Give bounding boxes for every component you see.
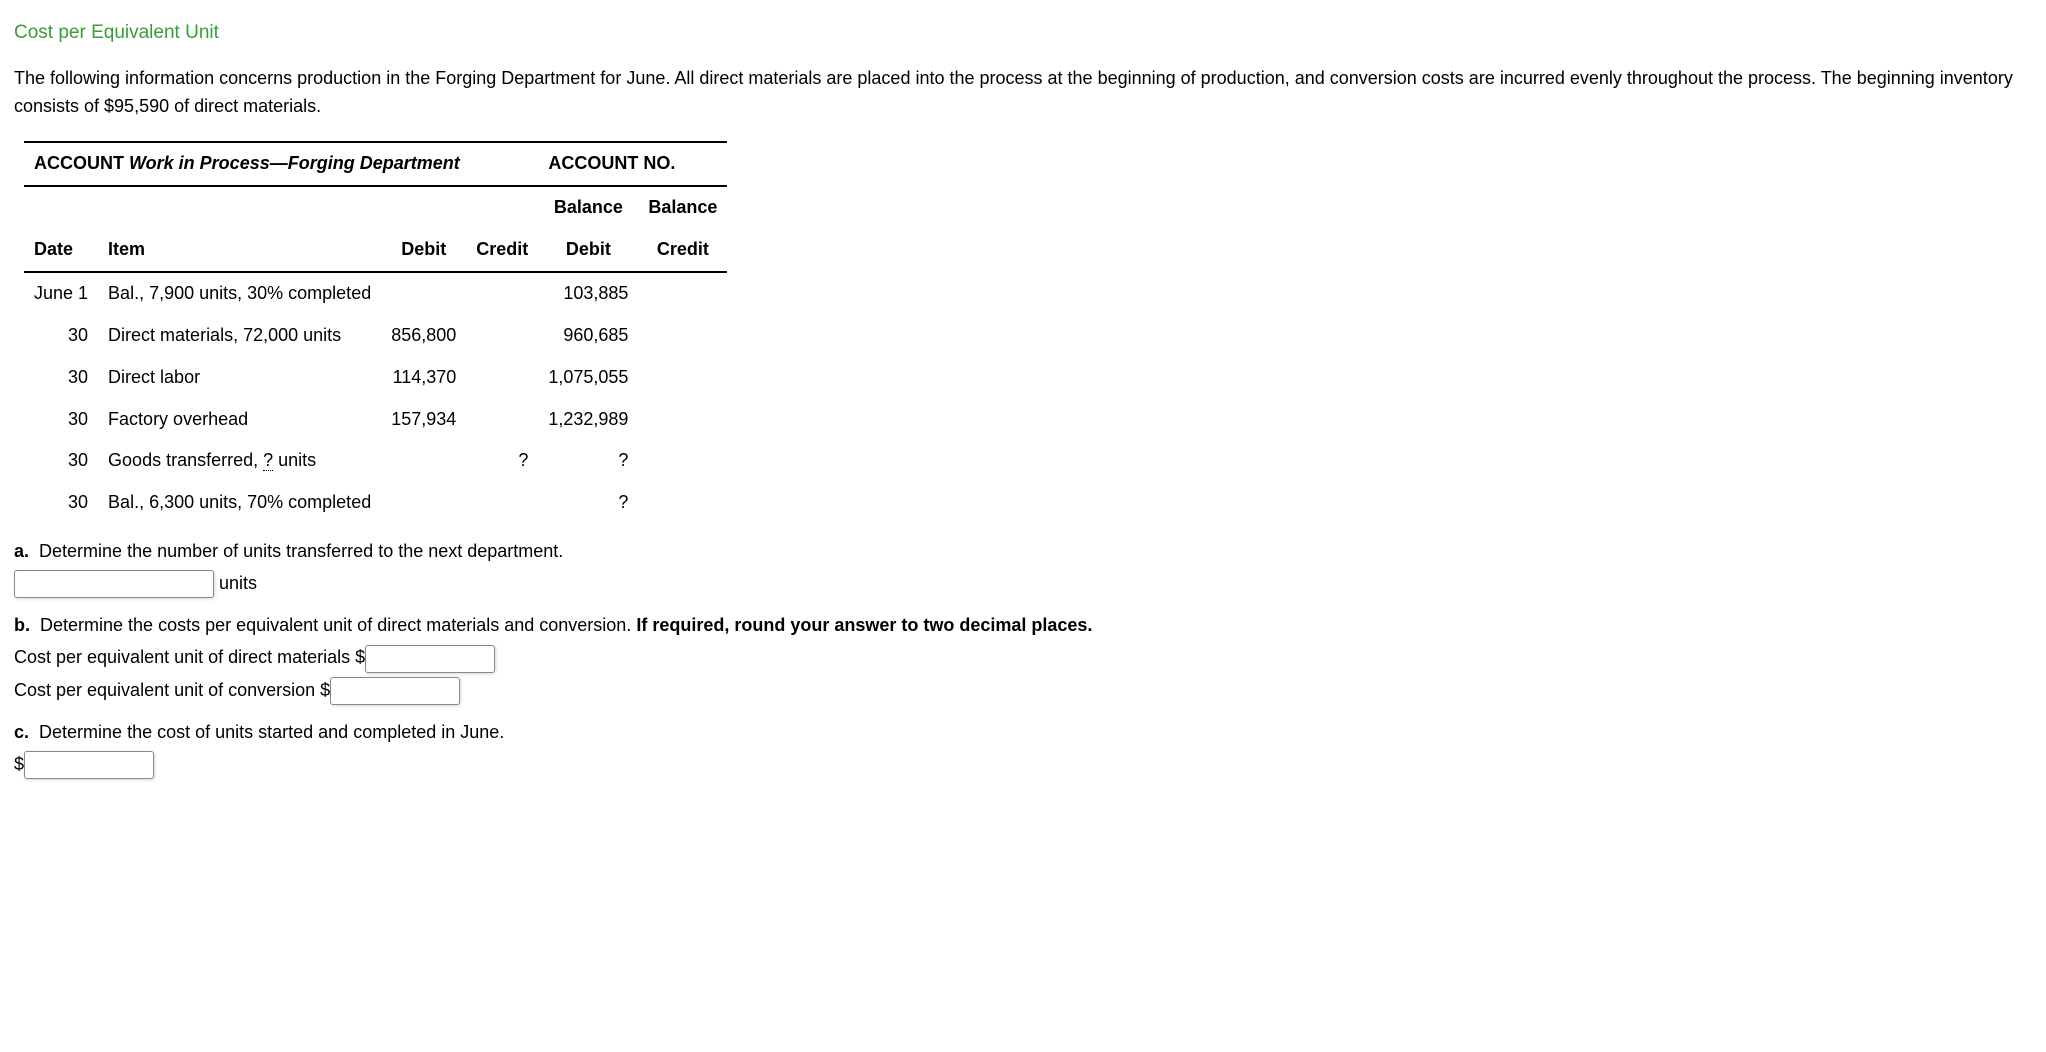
cell-bal-debit: 1,075,055: [538, 357, 638, 399]
cell-item: Direct labor: [98, 357, 381, 399]
question-a-label: a.: [14, 541, 29, 561]
cell-credit: [466, 315, 538, 357]
cost-conv-input[interactable]: [330, 677, 460, 705]
cell-bal-debit: ?: [538, 482, 638, 524]
cell-bal-debit: 1,232,989: [538, 399, 638, 441]
table-row: June 1 Bal., 7,900 units, 30% completed …: [24, 272, 727, 315]
col-balance-2: Balance: [638, 186, 727, 229]
cell-debit: [381, 440, 466, 482]
table-row: 30 Direct labor 114,370 1,075,055: [24, 357, 727, 399]
table-row: 30 Direct materials, 72,000 units 856,80…: [24, 315, 727, 357]
cell-date: 30: [24, 315, 98, 357]
cell-bal-credit: [638, 482, 727, 524]
cell-credit: ?: [466, 440, 538, 482]
cell-item: Bal., 6,300 units, 70% completed: [98, 482, 381, 524]
cell-date: 30: [24, 399, 98, 441]
account-ledger-table: ACCOUNT Work in Process—Forging Departme…: [24, 141, 727, 524]
cost-started-completed-input[interactable]: [24, 751, 154, 779]
cell-credit: [466, 399, 538, 441]
cell-bal-credit: [638, 357, 727, 399]
dollar-prefix: $: [14, 754, 24, 774]
col-date: Date: [24, 229, 98, 272]
cell-debit: [381, 482, 466, 524]
cell-credit: [466, 357, 538, 399]
cell-bal-credit: [638, 399, 727, 441]
unknown-units-placeholder: ?: [263, 450, 273, 471]
account-no-label: ACCOUNT NO.: [538, 142, 727, 186]
col-bal-credit: Credit: [638, 229, 727, 272]
account-label-prefix: ACCOUNT: [34, 153, 129, 173]
question-a-text: Determine the number of units transferre…: [39, 541, 563, 561]
question-c-text: Determine the cost of units started and …: [39, 722, 504, 742]
question-b-bold: If required, round your answer to two de…: [636, 615, 1092, 635]
cell-debit: [381, 272, 466, 315]
cell-item: Bal., 7,900 units, 30% completed: [98, 272, 381, 315]
cell-bal-debit: 960,685: [538, 315, 638, 357]
table-row: 30 Goods transferred, ? units ? ?: [24, 440, 727, 482]
cell-date: 30: [24, 440, 98, 482]
cost-dm-label: Cost per equivalent unit of direct mater…: [14, 647, 365, 667]
cell-bal-debit: 103,885: [538, 272, 638, 315]
cell-debit: 114,370: [381, 357, 466, 399]
question-b-text: Determine the costs per equivalent unit …: [40, 615, 636, 635]
units-suffix: units: [219, 573, 257, 593]
cell-debit: 856,800: [381, 315, 466, 357]
col-debit: Debit: [381, 229, 466, 272]
cost-conv-label: Cost per equivalent unit of conversion $: [14, 680, 330, 700]
question-c: c. Determine the cost of units started a…: [14, 719, 2032, 779]
cell-item: Direct materials, 72,000 units: [98, 315, 381, 357]
question-b: b. Determine the costs per equivalent un…: [14, 612, 2032, 704]
cell-credit: [466, 272, 538, 315]
col-item: Item: [98, 229, 381, 272]
table-row: 30 Factory overhead 157,934 1,232,989: [24, 399, 727, 441]
col-balance-1: Balance: [538, 186, 638, 229]
cell-date: June 1: [24, 272, 98, 315]
account-header-cell: ACCOUNT Work in Process—Forging Departme…: [24, 142, 538, 186]
question-a: a. Determine the number of units transfe…: [14, 538, 2032, 598]
cell-credit: [466, 482, 538, 524]
description-text: The following information concerns produ…: [14, 65, 2032, 121]
question-b-label: b.: [14, 615, 30, 635]
account-name: Work in Process—Forging Department: [129, 153, 460, 173]
cell-bal-debit: ?: [538, 440, 638, 482]
cell-bal-credit: [638, 440, 727, 482]
col-bal-debit: Debit: [538, 229, 638, 272]
cell-date: 30: [24, 482, 98, 524]
col-credit: Credit: [466, 229, 538, 272]
cell-bal-credit: [638, 315, 727, 357]
cell-item: Goods transferred, ? units: [98, 440, 381, 482]
cell-date: 30: [24, 357, 98, 399]
question-c-label: c.: [14, 722, 29, 742]
cell-bal-credit: [638, 272, 727, 315]
cell-item: Factory overhead: [98, 399, 381, 441]
cost-dm-input[interactable]: [365, 645, 495, 673]
table-row: 30 Bal., 6,300 units, 70% completed ?: [24, 482, 727, 524]
page-title: Cost per Equivalent Unit: [14, 18, 2032, 47]
units-transferred-input[interactable]: [14, 570, 214, 598]
cell-debit: 157,934: [381, 399, 466, 441]
